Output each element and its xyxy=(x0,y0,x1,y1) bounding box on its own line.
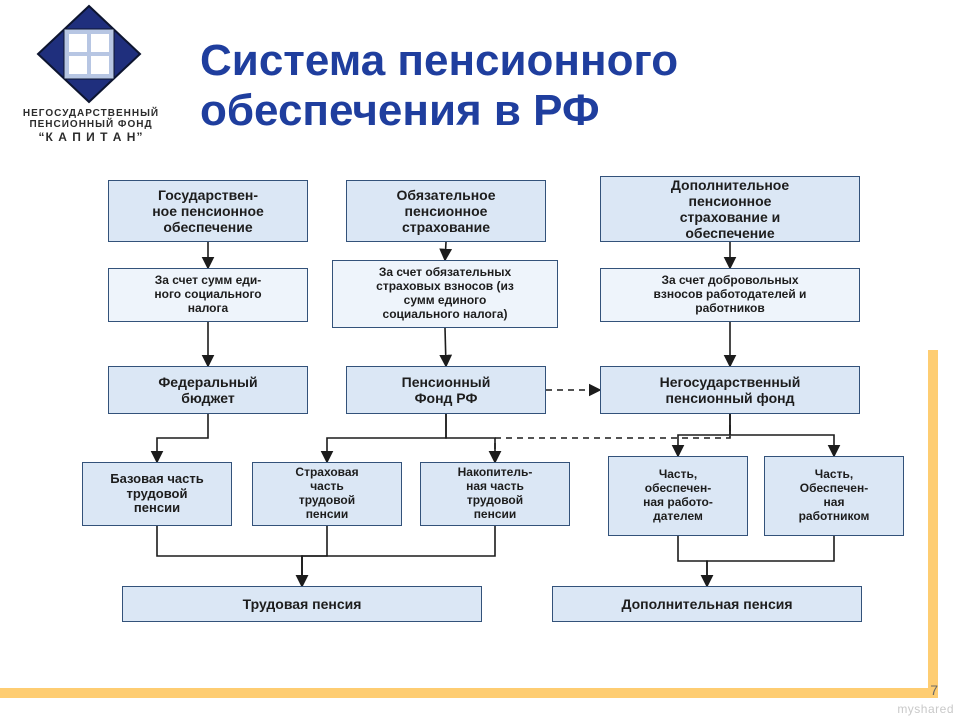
edge-d3-e1 xyxy=(302,526,495,586)
node-c3: Негосударственныйпенсионный фонд xyxy=(600,366,860,414)
node-d3: Накопитель-ная частьтрудовойпенсии xyxy=(420,462,570,526)
slide-canvas: НЕГОСУДАРСТВЕННЫЙПЕНСИОННЫЙ ФОНД“К А П И… xyxy=(0,0,960,720)
edge-d2-e1 xyxy=(302,526,327,586)
node-e1: Трудовая пенсия xyxy=(122,586,482,622)
fund-logo-caption: НЕГОСУДАРСТВЕННЫЙПЕНСИОННЫЙ ФОНД“К А П И… xyxy=(12,108,170,144)
edge-b2-c2 xyxy=(445,328,446,366)
edge-c3-d4 xyxy=(678,414,730,456)
edge-c2-d3 xyxy=(446,414,495,462)
edge-c1-d1 xyxy=(157,414,208,462)
node-d4: Часть,обеспечен-ная работо-дателем xyxy=(608,456,748,536)
node-d2: Страховаячастьтрудовойпенсии xyxy=(252,462,402,526)
node-b3: За счет добровольныхвзносов работодателе… xyxy=(600,268,860,322)
node-d5: Часть,Обеспечен-наяработником xyxy=(764,456,904,536)
edge-c3-d3 xyxy=(495,414,730,462)
node-c2: ПенсионныйФонд РФ xyxy=(346,366,546,414)
node-a3: Дополнительноепенсионноестрахование иобе… xyxy=(600,176,860,242)
node-b2: За счет обязательныхстраховых взносов (и… xyxy=(332,260,558,328)
fund-logo xyxy=(34,4,144,104)
edge-d1-e1 xyxy=(157,526,302,586)
edge-d4-e2 xyxy=(678,536,707,586)
watermark: myshared xyxy=(897,702,954,716)
node-d1: Базовая частьтрудовойпенсии xyxy=(82,462,232,526)
slide-title: Система пенсионногообеспечения в РФ xyxy=(200,36,678,136)
decor-bottom-band xyxy=(0,688,938,698)
page-number: 7 xyxy=(930,682,938,698)
node-e2: Дополнительная пенсия xyxy=(552,586,862,622)
fund-logo-svg xyxy=(34,4,144,104)
decor-right-band xyxy=(928,350,938,698)
edge-a2-b2 xyxy=(445,242,446,260)
edge-d5-e2 xyxy=(707,536,834,586)
node-b1: За счет сумм еди-ного социальногоналога xyxy=(108,268,308,322)
node-a1: Государствен-ное пенсионноеобеспечение xyxy=(108,180,308,242)
edge-c3-d5 xyxy=(730,414,834,456)
node-a2: Обязательноепенсионноестрахование xyxy=(346,180,546,242)
edge-c2-d2 xyxy=(327,414,446,462)
node-c1: Федеральныйбюджет xyxy=(108,366,308,414)
